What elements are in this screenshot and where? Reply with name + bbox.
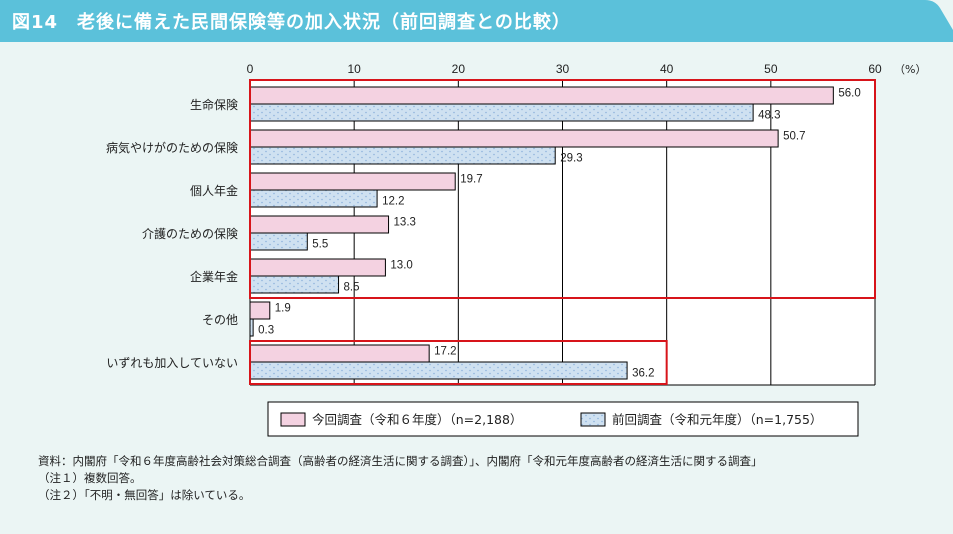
notes: 資料：内閣府「令和６年度高齢社会対策総合調査（高齢者の経済生活に関する調査）」、… — [38, 453, 763, 504]
x-tick-label: 10 — [347, 62, 361, 76]
data-label: 29.3 — [560, 153, 582, 165]
data-label: 13.3 — [394, 217, 416, 229]
data-label: 17.2 — [434, 346, 456, 358]
bar-current — [249, 258, 386, 277]
bar-current — [249, 172, 456, 191]
source-note: 資料：内閣府「令和６年度高齢社会対策総合調査（高齢者の経済生活に関する調査）」、… — [38, 454, 763, 468]
data-label: 8.5 — [344, 282, 360, 294]
category-label: 生命保険 — [190, 97, 238, 112]
note-2: （注２）「不明・無回答」は除いている。 — [38, 488, 251, 502]
data-label: 0.3 — [258, 325, 274, 337]
category-label: 個人年金 — [190, 183, 238, 198]
highlight-box-upper — [249, 79, 876, 299]
bar-previous — [249, 189, 378, 208]
category-label: その他 — [202, 313, 238, 327]
highlight-box-none — [249, 340, 668, 385]
legend-swatch-previous — [580, 412, 606, 427]
data-label: 56.0 — [838, 88, 860, 100]
x-tick-label: 0 — [247, 62, 254, 76]
data-label: 5.5 — [312, 239, 328, 251]
header-bar — [0, 0, 953, 42]
category-label: 介護のための保険 — [142, 226, 238, 241]
bar-previous — [249, 275, 340, 294]
bar-current — [249, 86, 834, 105]
bar-current — [249, 129, 779, 148]
note-1: （注１）複数回答。 — [38, 471, 142, 485]
bar-chart: 0 10 20 30 40 50 60 （%） 生命保険 56.0 48.3 病気やけがのための保険 5… — [106, 62, 926, 437]
data-label: 12.2 — [382, 196, 404, 208]
bar-previous — [249, 318, 254, 337]
legend-label-previous: 前回調査（令和元年度）（n=1,755） — [612, 412, 822, 427]
bar-current — [249, 215, 390, 234]
x-tick-label: 50 — [764, 62, 778, 76]
bar-previous — [249, 146, 556, 165]
data-label: 48.3 — [758, 110, 780, 122]
category-label: 病気やけがのための保険 — [106, 140, 238, 155]
x-tick-label: 20 — [452, 62, 466, 76]
category-label: 企業年金 — [190, 269, 238, 284]
data-label: 13.0 — [390, 260, 412, 272]
bar-previous — [249, 103, 754, 122]
x-tick-label: 30 — [556, 62, 570, 76]
x-tick-label: 40 — [660, 62, 674, 76]
data-label: 36.2 — [632, 368, 654, 380]
bar-previous — [249, 361, 628, 380]
bar-current — [249, 301, 271, 320]
category-label: いずれも加入していない — [106, 356, 238, 370]
legend-swatch-current — [280, 412, 306, 427]
data-label: 1.9 — [275, 303, 291, 315]
page-title: 図14 老後に備えた民間保険等の加入状況（前回調査との比較） — [12, 12, 571, 33]
bar-current — [249, 344, 430, 363]
unit-label: （%） — [894, 63, 926, 76]
legend-label-current: 今回調査（令和６年度）（n=2,188） — [312, 412, 522, 427]
data-label: 50.7 — [783, 131, 805, 143]
x-tick-label: 60 — [868, 62, 882, 76]
data-label: 19.7 — [460, 174, 482, 186]
legend-box — [267, 401, 859, 437]
bar-previous — [249, 232, 308, 251]
